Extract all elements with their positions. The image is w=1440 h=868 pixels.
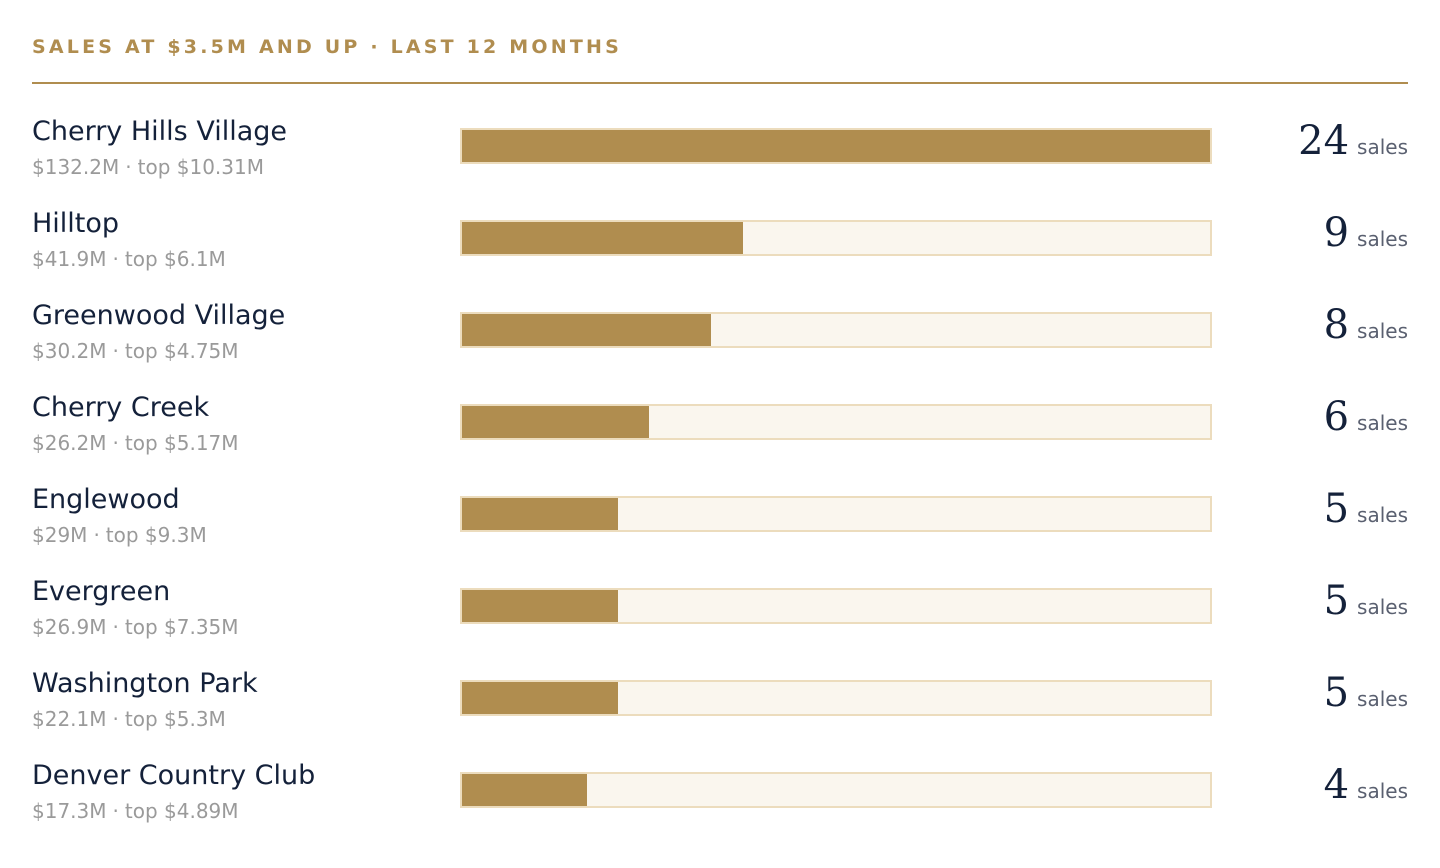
bar-track xyxy=(460,404,1212,440)
unit-label: sales xyxy=(1357,687,1408,711)
data-label: 5 xyxy=(1323,486,1350,532)
sales-count: 5 sales xyxy=(1324,578,1408,624)
data-label: 5 xyxy=(1323,670,1350,716)
row-meta: $29M · top $9.3M xyxy=(32,523,207,547)
sales-count: 9 sales xyxy=(1324,210,1408,256)
category-label: Evergreen xyxy=(32,576,171,607)
bar xyxy=(462,682,618,714)
bar-row: Greenwood Village $30.2M · top $4.75M 8 sales xyxy=(32,294,1408,386)
chart-title: SALES AT $3.5M AND UP · LAST 12 MONTHS xyxy=(32,36,623,58)
meta-separator: · xyxy=(112,247,119,271)
bar-row: Englewood $29M · top $9.3M 5 sales xyxy=(32,478,1408,570)
meta-separator: · xyxy=(112,707,119,731)
top-sale: top $10.31M xyxy=(137,155,264,179)
row-meta: $22.1M · top $5.3M xyxy=(32,707,226,731)
data-label: 9 xyxy=(1323,210,1350,256)
sales-count: 4 sales xyxy=(1324,762,1408,808)
bar xyxy=(462,590,618,622)
category-label: Washington Park xyxy=(32,668,258,699)
title-divider xyxy=(32,82,1408,84)
top-sale: top $9.3M xyxy=(105,523,207,547)
bar xyxy=(462,406,649,438)
sales-count: 5 sales xyxy=(1324,486,1408,532)
bar xyxy=(462,222,743,254)
total-volume: $22.1M xyxy=(32,707,107,731)
top-sale: top $4.75M xyxy=(124,339,239,363)
row-meta: $132.2M · top $10.31M xyxy=(32,155,264,179)
unit-label: sales xyxy=(1357,411,1408,435)
bar-row: Denver Country Club $17.3M · top $4.89M 4 sal… xyxy=(32,754,1408,846)
bar-track xyxy=(460,680,1212,716)
bar-track xyxy=(460,772,1212,808)
bar xyxy=(462,498,618,530)
data-label: 24 xyxy=(1298,118,1350,164)
data-label: 4 xyxy=(1323,762,1350,808)
bar-track xyxy=(460,588,1212,624)
total-volume: $26.2M xyxy=(32,431,107,455)
sales-count: 6 sales xyxy=(1324,394,1408,440)
unit-label: sales xyxy=(1357,595,1408,619)
meta-separator: · xyxy=(112,339,119,363)
category-label: Hilltop xyxy=(32,208,120,239)
category-label: Denver Country Club xyxy=(32,760,316,791)
unit-label: sales xyxy=(1357,319,1408,343)
bar-row: Washington Park $22.1M · top $5.3M 5 sales xyxy=(32,662,1408,754)
row-meta: $26.9M · top $7.35M xyxy=(32,615,239,639)
data-label: 6 xyxy=(1323,394,1350,440)
top-sale: top $4.89M xyxy=(124,799,239,823)
data-label: 8 xyxy=(1323,302,1350,348)
total-volume: $132.2M xyxy=(32,155,120,179)
bar-row: Cherry Creek $26.2M · top $5.17M 6 sales xyxy=(32,386,1408,478)
bar-track xyxy=(460,128,1212,164)
row-meta: $17.3M · top $4.89M xyxy=(32,799,239,823)
category-label: Cherry Hills Village xyxy=(32,116,287,147)
total-volume: $26.9M xyxy=(32,615,107,639)
bar-row: Cherry Hills Village $132.2M · top $10.31M 2… xyxy=(32,110,1408,202)
sales-count: 5 sales xyxy=(1324,670,1408,716)
bar xyxy=(462,130,1210,162)
category-label: Englewood xyxy=(32,484,180,515)
top-sale: top $5.3M xyxy=(124,707,226,731)
bar xyxy=(462,314,711,346)
meta-separator: · xyxy=(112,615,119,639)
top-sale: top $7.35M xyxy=(124,615,239,639)
unit-label: sales xyxy=(1357,135,1408,159)
row-meta: $30.2M · top $4.75M xyxy=(32,339,239,363)
unit-label: sales xyxy=(1357,779,1408,803)
total-volume: $30.2M xyxy=(32,339,107,363)
row-meta: $41.9M · top $6.1M xyxy=(32,247,226,271)
total-volume: $17.3M xyxy=(32,799,107,823)
row-meta: $26.2M · top $5.17M xyxy=(32,431,239,455)
bar-track xyxy=(460,496,1212,532)
category-label: Greenwood Village xyxy=(32,300,286,331)
sales-count: 8 sales xyxy=(1324,302,1408,348)
bar-track xyxy=(460,220,1212,256)
unit-label: sales xyxy=(1357,503,1408,527)
total-volume: $41.9M xyxy=(32,247,107,271)
category-label: Cherry Creek xyxy=(32,392,210,423)
unit-label: sales xyxy=(1357,227,1408,251)
meta-separator: · xyxy=(93,523,100,547)
meta-separator: · xyxy=(125,155,132,179)
sales-count: 24 sales xyxy=(1298,118,1408,164)
bar-track xyxy=(460,312,1212,348)
data-label: 5 xyxy=(1323,578,1350,624)
bar-row: Evergreen $26.9M · top $7.35M 5 sales xyxy=(32,570,1408,662)
bar-row: Hilltop $41.9M · top $6.1M 9 sales xyxy=(32,202,1408,294)
meta-separator: · xyxy=(112,431,119,455)
bar xyxy=(462,774,587,806)
meta-separator: · xyxy=(112,799,119,823)
top-sale: top $5.17M xyxy=(124,431,239,455)
top-sale: top $6.1M xyxy=(124,247,226,271)
total-volume: $29M xyxy=(32,523,88,547)
